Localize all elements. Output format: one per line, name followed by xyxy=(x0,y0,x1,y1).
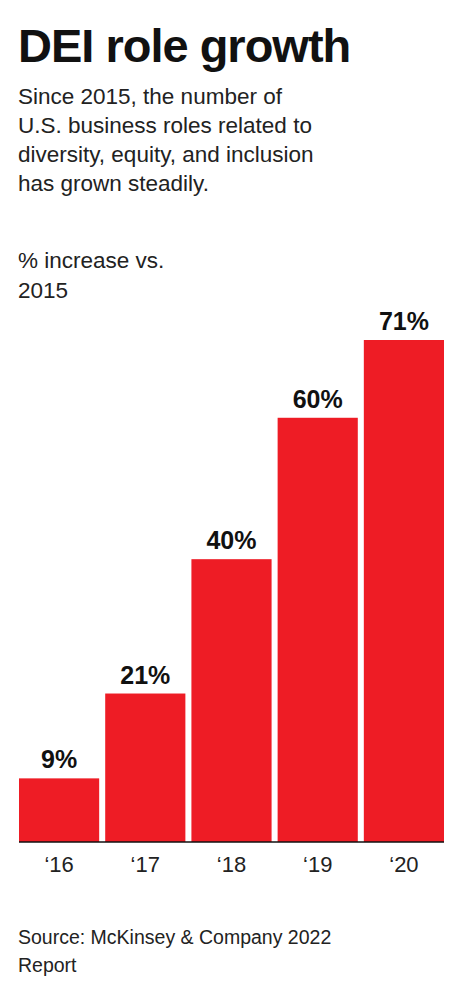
x-tick-label: ‘17 xyxy=(131,852,160,877)
x-tick-label: ‘19 xyxy=(303,852,332,877)
subtitle: U.S. business roles related to xyxy=(18,113,312,138)
source: Source: McKinsey & Company 2022 xyxy=(18,926,331,948)
data-label: 9% xyxy=(41,745,77,773)
data-label: 21% xyxy=(120,661,170,689)
data-label: 60% xyxy=(293,385,343,413)
bar xyxy=(105,694,185,842)
data-label: 71% xyxy=(379,307,429,335)
bar xyxy=(364,340,444,842)
bar xyxy=(19,778,99,842)
x-tick: ‘19 xyxy=(303,842,332,877)
bars xyxy=(19,340,444,842)
x-tick: ‘20 xyxy=(389,842,418,877)
axis-label: 2015 xyxy=(18,278,68,303)
x-tick-label: ‘20 xyxy=(389,852,418,877)
subtitle: Since 2015, the number of xyxy=(18,84,283,109)
bar xyxy=(278,418,358,842)
x-tick: ‘18 xyxy=(217,842,246,877)
x-tick: ‘17 xyxy=(131,842,160,877)
title: DEI role growth xyxy=(18,19,350,72)
subtitle: has grown steadily. xyxy=(18,171,209,196)
axis-label: % increase vs. xyxy=(18,248,164,273)
x-tick-label: ‘16 xyxy=(44,852,73,877)
data-label: 40% xyxy=(206,526,256,554)
chart: DEI role growth Since 2015, the number of… xyxy=(0,0,450,1002)
x-tick: ‘16 xyxy=(44,842,73,877)
subtitle: diversity, equity, and inclusion xyxy=(18,142,314,167)
x-axis-line xyxy=(19,841,444,843)
x-axis: ‘16 ‘17 ‘18 ‘19 ‘20 xyxy=(19,842,444,877)
source: Report xyxy=(18,954,77,976)
bar xyxy=(191,559,271,842)
x-tick-label: ‘18 xyxy=(217,852,246,877)
